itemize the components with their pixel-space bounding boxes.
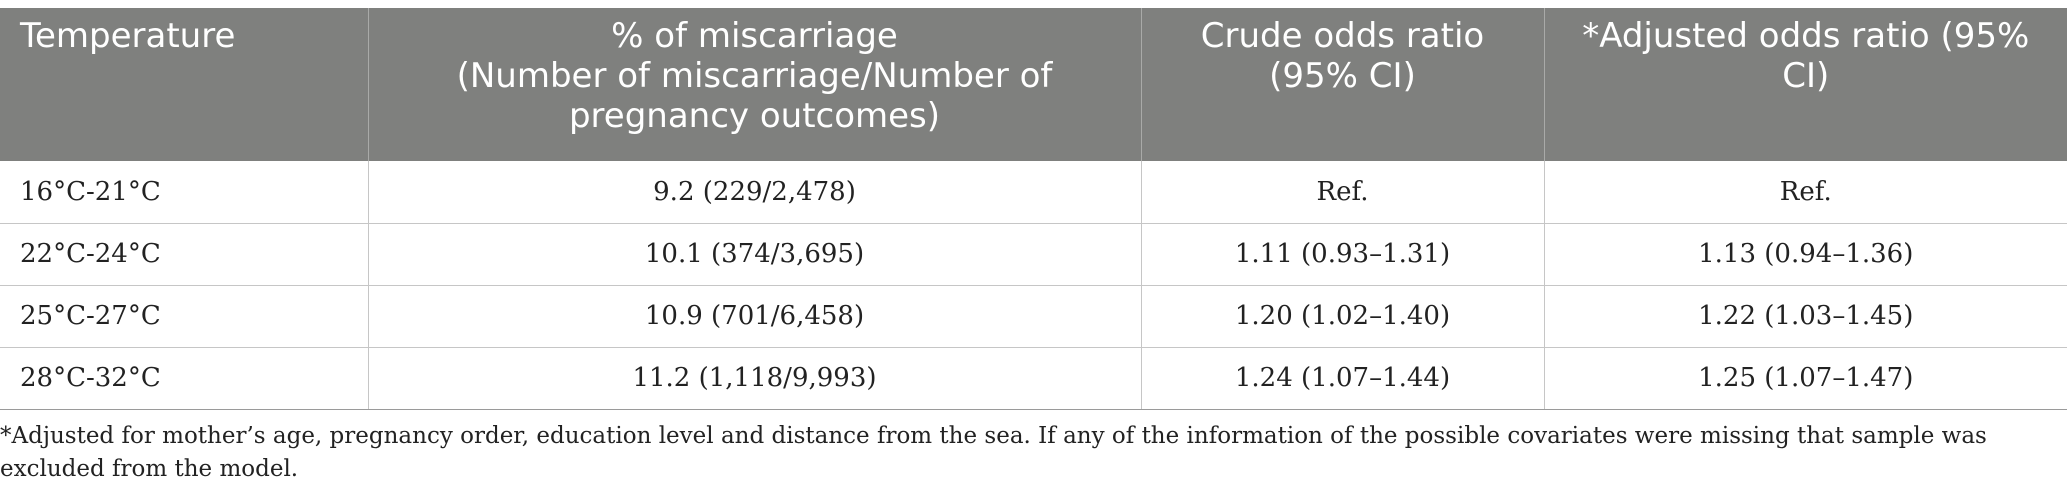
cell-crude-or: 1.20 (1.02–1.40) xyxy=(1140,285,1544,348)
table-header: Temperature % of miscarriage (Number of … xyxy=(0,8,2067,161)
table-body: 16°C-21°C 9.2 (229/2,478) Ref. Ref. 22°C… xyxy=(0,161,2067,410)
cell-adjusted-or: 1.25 (1.07–1.47) xyxy=(1543,347,2067,410)
cell-crude-or: Ref. xyxy=(1140,161,1544,224)
table-row: 16°C-21°C 9.2 (229/2,478) Ref. Ref. xyxy=(0,161,2067,224)
table-row: 22°C-24°C 10.1 (374/3,695) 1.11 (0.93–1.… xyxy=(0,223,2067,286)
table-footnote: *Adjusted for mother’s age, pregnancy or… xyxy=(0,423,1987,482)
cell-miscarriage: 10.1 (374/3,695) xyxy=(367,223,1141,286)
cell-crude-or: 1.11 (0.93–1.31) xyxy=(1140,223,1544,286)
cell-miscarriage: 11.2 (1,118/9,993) xyxy=(367,347,1141,410)
header-miscarriage-line2: (Number of miscarriage/Number of pregnan… xyxy=(456,56,1053,136)
cell-temperature: 16°C-21°C xyxy=(0,161,368,224)
header-miscarriage-line1: % of miscarriage xyxy=(611,16,898,56)
header-temperature: Temperature xyxy=(0,8,368,161)
header-row: Temperature % of miscarriage (Number of … xyxy=(0,8,2067,161)
results-table-container: Temperature % of miscarriage (Number of … xyxy=(0,8,2067,410)
cell-crude-or: 1.24 (1.07–1.44) xyxy=(1140,347,1544,410)
results-table: Temperature % of miscarriage (Number of … xyxy=(0,8,2067,410)
header-miscarriage-percent: % of miscarriage (Number of miscarriage/… xyxy=(367,8,1141,161)
table-row: 25°C-27°C 10.9 (701/6,458) 1.20 (1.02–1.… xyxy=(0,285,2067,348)
cell-temperature: 25°C-27°C xyxy=(0,285,368,348)
cell-miscarriage: 10.9 (701/6,458) xyxy=(367,285,1141,348)
cell-adjusted-or: 1.13 (0.94–1.36) xyxy=(1543,223,2067,286)
cell-adjusted-or: 1.22 (1.03–1.45) xyxy=(1543,285,2067,348)
cell-temperature: 28°C-32°C xyxy=(0,347,368,410)
header-adjusted-odds-ratio: *Adjusted odds ratio (95% CI) xyxy=(1543,8,2067,161)
cell-temperature: 22°C-24°C xyxy=(0,223,368,286)
table-row: 28°C-32°C 11.2 (1,118/9,993) 1.24 (1.07–… xyxy=(0,347,2067,410)
cell-adjusted-or: Ref. xyxy=(1543,161,2067,224)
cell-miscarriage: 9.2 (229/2,478) xyxy=(367,161,1141,224)
header-crude-odds-ratio: Crude odds ratio (95% CI) xyxy=(1140,8,1544,161)
